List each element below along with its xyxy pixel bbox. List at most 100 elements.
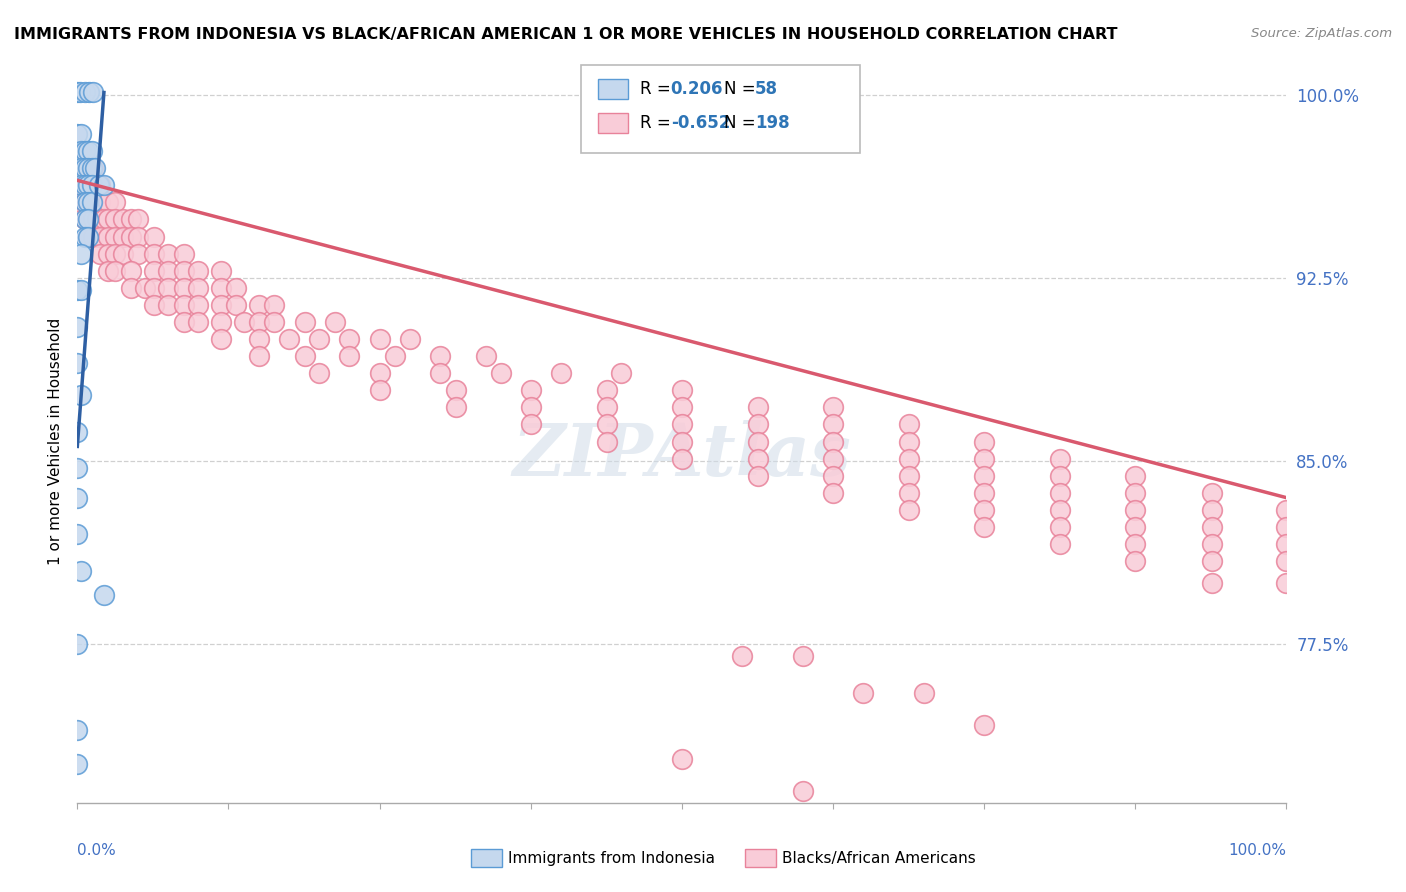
- Point: [173, 315, 195, 329]
- Point: [70, 195, 93, 210]
- Point: [294, 349, 316, 363]
- Point: [821, 485, 844, 500]
- Point: [70, 178, 93, 193]
- Point: [368, 366, 391, 380]
- Point: [973, 717, 995, 731]
- Point: [1201, 520, 1223, 534]
- Point: [1125, 468, 1147, 483]
- Point: [444, 401, 467, 415]
- Point: [96, 263, 118, 277]
- Point: [69, 86, 91, 100]
- Point: [1049, 503, 1071, 517]
- Point: [671, 384, 693, 398]
- Point: [1201, 537, 1223, 551]
- Point: [610, 366, 633, 380]
- Point: [520, 417, 543, 432]
- Point: [127, 229, 149, 244]
- Point: [209, 263, 232, 277]
- Point: [973, 520, 995, 534]
- Point: [77, 161, 100, 176]
- Y-axis label: 1 or more Vehicles in Household: 1 or more Vehicles in Household: [48, 318, 63, 566]
- Text: Blacks/African Americans: Blacks/African Americans: [782, 851, 976, 865]
- Point: [444, 384, 467, 398]
- Point: [89, 178, 111, 193]
- Point: [70, 564, 93, 578]
- Point: [308, 332, 330, 346]
- Point: [898, 503, 921, 517]
- Point: [263, 298, 285, 312]
- Point: [104, 229, 127, 244]
- Point: [821, 434, 844, 449]
- Point: [1125, 554, 1147, 568]
- Text: N =: N =: [724, 80, 761, 98]
- Point: [142, 281, 165, 295]
- Point: [73, 195, 96, 210]
- Point: [112, 212, 135, 227]
- Point: [278, 332, 301, 346]
- Point: [1125, 503, 1147, 517]
- Text: IMMIGRANTS FROM INDONESIA VS BLACK/AFRICAN AMERICAN 1 OR MORE VEHICLES IN HOUSEH: IMMIGRANTS FROM INDONESIA VS BLACK/AFRIC…: [14, 27, 1118, 42]
- Point: [747, 434, 769, 449]
- Point: [898, 468, 921, 483]
- Point: [80, 195, 103, 210]
- Point: [120, 212, 142, 227]
- Point: [77, 195, 100, 210]
- Point: [596, 401, 619, 415]
- Point: [79, 86, 101, 100]
- Point: [77, 229, 100, 244]
- Point: [82, 178, 104, 193]
- Point: [70, 388, 93, 402]
- Point: [89, 195, 111, 210]
- Point: [973, 503, 995, 517]
- Point: [1049, 537, 1071, 551]
- Point: [520, 401, 543, 415]
- Point: [247, 298, 270, 312]
- Point: [747, 417, 769, 432]
- Point: [73, 178, 96, 193]
- Point: [1275, 554, 1298, 568]
- Point: [898, 485, 921, 500]
- Point: [73, 229, 96, 244]
- Point: [66, 356, 89, 370]
- Point: [1201, 554, 1223, 568]
- Point: [89, 229, 111, 244]
- Point: [96, 212, 118, 227]
- Point: [747, 401, 769, 415]
- Text: 198: 198: [755, 114, 790, 132]
- Point: [96, 195, 118, 210]
- Point: [1125, 537, 1147, 551]
- Point: [731, 649, 754, 664]
- Point: [82, 161, 104, 176]
- Point: [120, 281, 142, 295]
- Text: Source: ZipAtlas.com: Source: ZipAtlas.com: [1251, 27, 1392, 40]
- Point: [821, 417, 844, 432]
- Point: [596, 384, 619, 398]
- Point: [323, 315, 346, 329]
- Point: [82, 86, 104, 100]
- Point: [134, 281, 156, 295]
- Point: [80, 144, 103, 158]
- Point: [77, 144, 100, 158]
- Point: [209, 281, 232, 295]
- Point: [66, 637, 89, 651]
- Point: [73, 195, 96, 210]
- Point: [127, 212, 149, 227]
- Point: [747, 468, 769, 483]
- Point: [93, 588, 115, 602]
- Point: [66, 86, 89, 100]
- Point: [77, 212, 100, 227]
- Point: [173, 263, 195, 277]
- Point: [73, 161, 96, 176]
- Point: [1201, 576, 1223, 591]
- Point: [142, 229, 165, 244]
- Point: [77, 195, 100, 210]
- Point: [1275, 537, 1298, 551]
- Point: [1275, 503, 1298, 517]
- Point: [596, 434, 619, 449]
- Point: [1049, 451, 1071, 466]
- Point: [209, 298, 232, 312]
- Point: [821, 451, 844, 466]
- Point: [821, 468, 844, 483]
- Point: [73, 178, 96, 193]
- Point: [821, 401, 844, 415]
